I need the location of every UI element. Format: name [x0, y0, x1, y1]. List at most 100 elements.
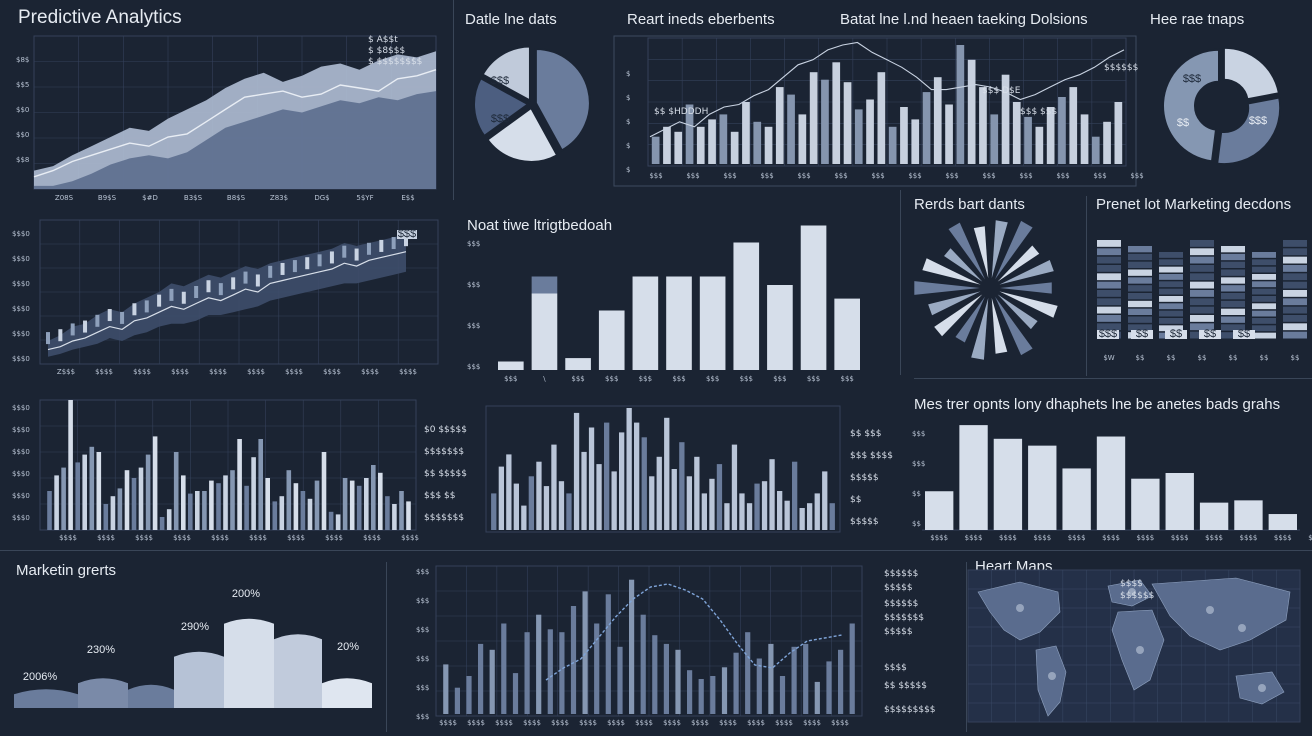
- c6-bar: [498, 361, 524, 370]
- c3-xtick: $$$: [1130, 172, 1143, 180]
- c8-badge: $$: [1238, 328, 1250, 340]
- c13-bar: [756, 658, 762, 714]
- c11-bar: [959, 425, 988, 530]
- c13-bar: [663, 643, 669, 714]
- c9-bar: [378, 472, 383, 530]
- c5-candle: [268, 265, 273, 278]
- c8-badge-bg: [1097, 330, 1119, 339]
- c5-line: [47, 251, 407, 351]
- c9-ytick: $$$0: [12, 514, 30, 522]
- c5-candle: [46, 332, 50, 345]
- c8-xtick: $$: [1136, 354, 1145, 362]
- c13-ytick: $$$: [416, 655, 429, 663]
- c5-candle: [243, 271, 248, 284]
- c8-xtick: $$: [1229, 354, 1238, 362]
- c9-bar: [230, 470, 235, 530]
- c8-segment: [1128, 269, 1152, 276]
- c9-annotation: $$ $$$$$: [424, 469, 467, 479]
- c3-ytick: $: [626, 142, 630, 150]
- c9-bar: [279, 496, 285, 530]
- c7-ray: [997, 294, 1038, 330]
- c13-bar: [617, 646, 623, 714]
- c8-segment: [1159, 318, 1183, 324]
- c8-segment: [1159, 274, 1183, 280]
- c8-segment: [1190, 248, 1214, 256]
- c13-bar: [675, 649, 681, 714]
- c10-annotation: $$ $$$: [850, 429, 882, 439]
- c11-xtick: $$$$: [1274, 534, 1292, 542]
- c8-segment: [1128, 300, 1152, 308]
- c8-badge: $$: [1204, 328, 1216, 340]
- c11-bar: [1062, 468, 1091, 530]
- c10-bar: [656, 456, 662, 530]
- c8-segment: [1283, 306, 1307, 314]
- c7-ray: [1000, 282, 1052, 294]
- c7-ray: [973, 226, 989, 279]
- c10-bar: [829, 503, 835, 530]
- c8-segment: [1097, 306, 1121, 314]
- c3-bar: [821, 79, 829, 164]
- c7-ray: [971, 297, 989, 360]
- c1-legend-item: $ $8$$$: [368, 46, 405, 56]
- divider-vertical-2: [900, 190, 901, 375]
- c9-xtick: $$$$: [363, 534, 381, 542]
- c14-hotspot: [1136, 646, 1144, 654]
- c13-bar: [489, 649, 495, 714]
- c10-bar: [588, 427, 595, 530]
- c3-xtick: $$$: [945, 172, 958, 180]
- c5-candle: [292, 260, 297, 273]
- c12-area-step: [174, 651, 224, 708]
- c13-xtick: $$$$: [607, 719, 625, 727]
- c7-ray: [991, 220, 1008, 279]
- c7-ray: [999, 291, 1058, 318]
- c3-xtick: $$$: [982, 172, 995, 180]
- c3-bar: [787, 94, 795, 164]
- c5-candle: [329, 251, 334, 264]
- c3-bar: [888, 126, 897, 164]
- c13-ytick: $$$: [416, 713, 429, 721]
- c3-xtick: $$$: [760, 172, 773, 180]
- c9-xtick: $$$$: [401, 534, 419, 542]
- c13-annotation: $$$$$$: [884, 599, 918, 609]
- c5-xtick: $$$$: [285, 368, 303, 376]
- c5-candle: [157, 294, 162, 307]
- c10-bar: [543, 486, 550, 530]
- c3-bar: [674, 131, 683, 164]
- c9-bar: [314, 480, 320, 530]
- c13-annotation: $$$$$: [884, 627, 913, 637]
- c11-xtick: $$$$: [1136, 534, 1154, 542]
- c10-bar: [761, 481, 768, 530]
- c3-annotation-4: $$$$$$: [1104, 63, 1138, 73]
- c3-bar: [651, 136, 660, 164]
- c9-bar: [237, 439, 242, 530]
- c9-xtick: $$$$: [173, 534, 191, 542]
- c10-bar: [558, 481, 565, 530]
- c4-slice: [1222, 46, 1281, 101]
- c9-bar: [300, 491, 306, 530]
- title-mid-bars: Noat tiwe ltrigtbedoah: [467, 217, 613, 234]
- c13-xtick: $$$$: [747, 719, 765, 727]
- c9-ytick: $$$0: [12, 448, 30, 456]
- c8-segment: [1283, 273, 1307, 281]
- c10-bar: [671, 469, 677, 530]
- c3-xtick: $$$: [1056, 172, 1069, 180]
- c12-label-4: 200%: [232, 588, 260, 600]
- c8-segment: [1221, 293, 1245, 300]
- c9-bar: [293, 483, 299, 530]
- c9-bar: [251, 457, 256, 530]
- c3-bar: [696, 126, 705, 164]
- c8-segment: [1283, 323, 1307, 331]
- c7-ray: [991, 297, 1008, 354]
- c5-candle: [206, 280, 211, 293]
- c11-ytick: $$$: [912, 460, 925, 468]
- c5-ytick: $$$0: [12, 230, 30, 238]
- c6-xtick: $$$: [504, 375, 517, 383]
- c11-xtick: $$$$: [965, 534, 983, 542]
- c13-annotation: $$$$$: [884, 583, 913, 593]
- c9-xtick: $$$$: [287, 534, 305, 542]
- c9-bar: [110, 496, 116, 530]
- c8-segment: [1190, 256, 1214, 264]
- title-bars-top-a: Reart ineds eberbents: [627, 11, 775, 28]
- c10-bar: [634, 422, 640, 530]
- c13-annotation: $$$$$$$$$: [884, 705, 936, 715]
